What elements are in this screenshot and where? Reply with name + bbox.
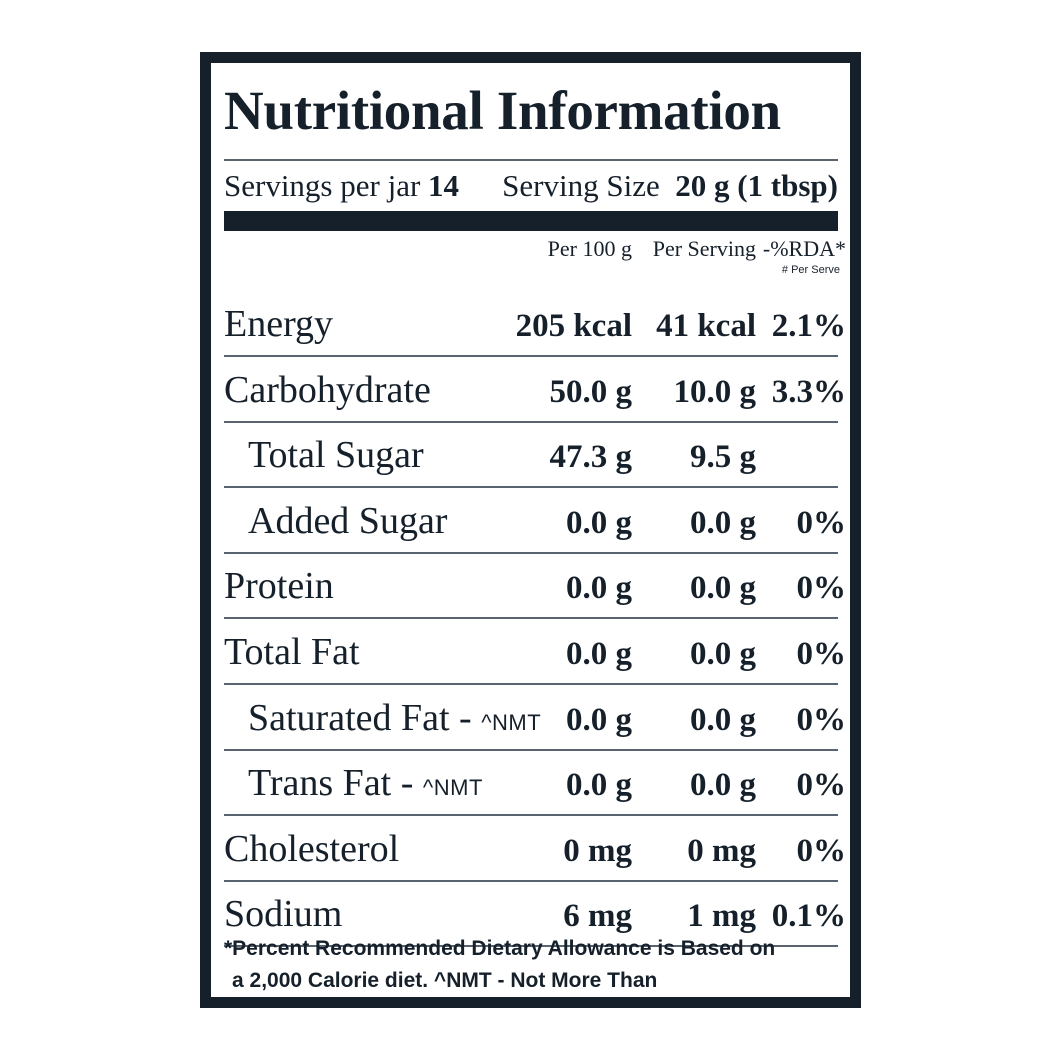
nutrient-name: Sodium xyxy=(224,892,342,936)
nutrient-name: Cholesterol xyxy=(224,827,399,871)
row-divider xyxy=(224,355,838,357)
value-rda: 0% xyxy=(796,570,847,607)
serving-size: Serving Size 20 g (1 tbsp) xyxy=(502,166,838,206)
row-divider xyxy=(224,420,838,423)
value-per-100g: 0 mg xyxy=(563,832,632,869)
row-divider xyxy=(224,617,838,620)
value-per-serving: 0.0 g xyxy=(690,701,756,738)
value-per-100g: 0.0 g xyxy=(566,636,632,672)
nutrient-name: Protein xyxy=(224,564,334,608)
nutrition-label: Nutritional Information Servings per jar… xyxy=(200,52,861,1008)
nutrient-name-text: Saturated Fat - xyxy=(248,696,482,739)
nutrient-row: Energy 205 kcal 41 kcal 2.1% xyxy=(224,291,846,357)
nutrient-name: Saturated Fat - ^NMT xyxy=(248,696,541,745)
nutrient-name-text: Trans Fat - xyxy=(248,762,423,805)
nutrient-name-text: Energy xyxy=(224,303,334,345)
nutrient-name: Trans Fat - ^NMT xyxy=(248,761,483,810)
row-divider xyxy=(224,879,838,882)
value-per-serving: 1 mg xyxy=(687,898,756,935)
value-per-serving: 0 mg xyxy=(687,832,756,869)
value-rda: 0% xyxy=(796,504,847,541)
nutrient-name-text: Sodium xyxy=(224,893,343,936)
value-per-100g: 47.3 g xyxy=(549,439,633,476)
value-per-serving: 0.0 g xyxy=(690,504,756,541)
column-subheader-per-serve: # Per Serve xyxy=(781,264,840,276)
servings-line: Servings per jar 14 Serving Size 20 g (1… xyxy=(224,166,838,206)
row-divider xyxy=(224,486,838,489)
value-per-serving: 0.0 g xyxy=(690,636,756,672)
value-per-serving: 9.5 g xyxy=(690,439,756,476)
footnote-line-2: a 2,000 Calorie diet. ^NMT - Not More Th… xyxy=(232,969,658,992)
nutrient-row: Sodium 6 mg 1 mg 0.1% xyxy=(224,881,846,948)
nutrient-name-text: Carbohydrate xyxy=(224,368,431,411)
value-per-serving: 41 kcal xyxy=(656,308,756,344)
title-divider xyxy=(224,159,838,161)
servings-per-jar-value: 14 xyxy=(428,168,460,203)
value-per-serving: 0.0 g xyxy=(690,570,756,607)
nutrient-name-text: Protein xyxy=(224,565,334,608)
nutrient-name-text: Cholesterol xyxy=(224,827,400,870)
value-rda: 2.1% xyxy=(771,308,846,344)
thick-divider xyxy=(224,211,838,231)
nutrient-row: Trans Fat - ^NMT 0.0 g 0.0 g 0% xyxy=(224,750,846,817)
column-header-rda: -%RDA* xyxy=(762,236,846,261)
nutrient-row: Cholesterol 0 mg 0 mg 0% xyxy=(224,816,846,882)
value-rda: 0% xyxy=(796,767,847,804)
nutrient-name: Carbohydrate xyxy=(224,368,431,412)
nutrient-name: Total Fat xyxy=(224,630,360,674)
value-per-100g: 50.0 g xyxy=(549,373,633,410)
column-header-per-serving: Per Serving xyxy=(652,236,756,261)
value-rda: 3.3% xyxy=(771,373,846,410)
row-divider xyxy=(224,683,838,685)
value-rda: 0.1% xyxy=(771,898,846,935)
nutrient-name-text: Total Fat xyxy=(224,631,360,673)
footnote-line-1: *Percent Recommended Dietary Allowance i… xyxy=(224,937,776,960)
value-per-serving: 10.0 g xyxy=(673,373,757,410)
value-rda: 0% xyxy=(796,701,847,738)
nmt-marker: ^NMT xyxy=(422,775,483,801)
servings-per-jar-label: Servings per jar xyxy=(224,168,421,203)
value-per-serving: 0.0 g xyxy=(690,767,756,804)
value-per-100g: 6 mg xyxy=(563,898,632,935)
column-header-per-100g: Per 100 g xyxy=(547,236,632,261)
value-per-100g: 0.0 g xyxy=(566,767,632,804)
row-divider xyxy=(224,748,838,751)
serving-size-label: Serving Size xyxy=(502,168,660,203)
label-title: Nutritional Information xyxy=(224,80,781,141)
nutrient-name-text: Total Sugar xyxy=(248,434,424,477)
value-rda: 0% xyxy=(796,636,847,672)
nutrient-row: Total Sugar 47.3 g 9.5 g xyxy=(224,422,838,489)
nutrient-name: Total Sugar xyxy=(248,433,424,477)
servings-per-jar: Servings per jar 14 xyxy=(224,166,459,206)
value-per-100g: 0.0 g xyxy=(566,570,632,607)
value-per-100g: 205 kcal xyxy=(515,308,632,344)
nutrient-row: Added Sugar 0.0 g 0.0 g 0% xyxy=(224,488,846,554)
nutrient-row: Saturated Fat - ^NMT 0.0 g 0.0 g 0% xyxy=(224,685,846,751)
nutrient-name: Added Sugar xyxy=(248,499,447,543)
nutrient-row: Protein 0.0 g 0.0 g 0% xyxy=(224,553,846,620)
nutrient-name-text: Added Sugar xyxy=(248,499,448,542)
nutrient-row: Carbohydrate 50.0 g 10.0 g 3.3% xyxy=(224,357,846,423)
row-divider xyxy=(224,945,838,948)
value-per-100g: 0.0 g xyxy=(566,701,632,738)
nmt-marker: ^NMT xyxy=(481,709,542,735)
footnote: *Percent Recommended Dietary Allowance i… xyxy=(224,933,838,997)
row-divider xyxy=(224,551,838,554)
nutrient-name: Energy xyxy=(224,302,333,346)
nutrient-row: Total Fat 0.0 g 0.0 g 0% xyxy=(224,619,846,685)
value-rda: 0% xyxy=(796,832,847,869)
value-per-100g: 0.0 g xyxy=(566,504,632,541)
row-divider xyxy=(224,814,838,817)
serving-size-value: 20 g (1 tbsp) xyxy=(675,168,838,203)
